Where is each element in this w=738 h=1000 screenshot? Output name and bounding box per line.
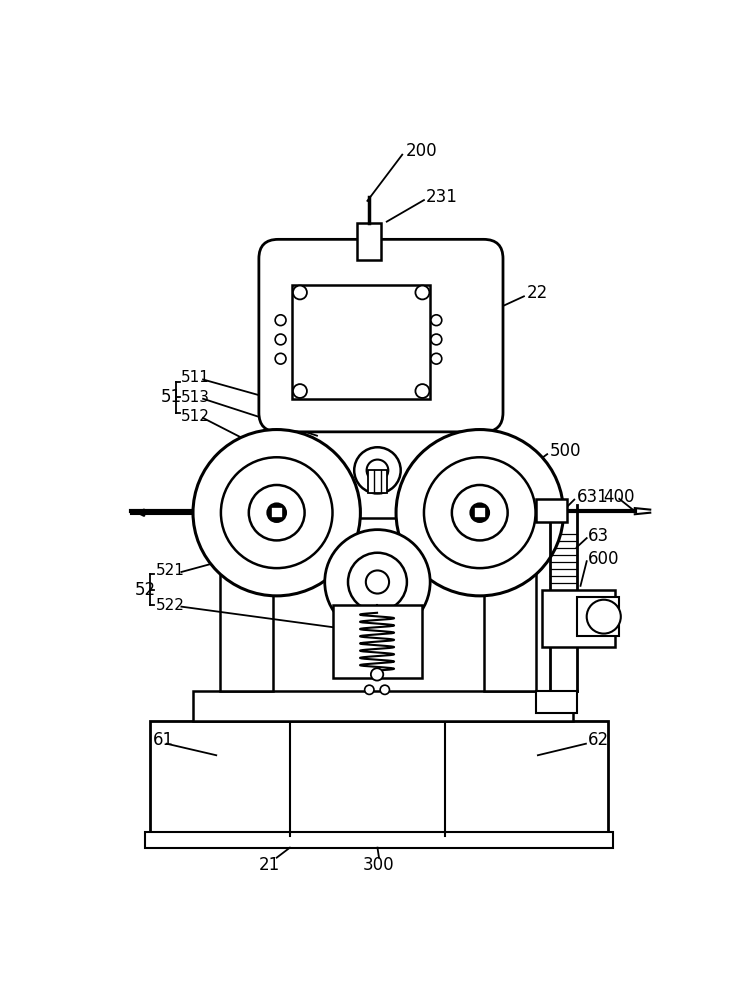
Text: 522: 522	[156, 598, 184, 613]
Circle shape	[380, 685, 390, 694]
Circle shape	[365, 685, 374, 694]
Text: 21: 21	[258, 856, 280, 874]
Circle shape	[221, 457, 333, 568]
Circle shape	[354, 447, 401, 493]
Bar	[537, 691, 576, 713]
Bar	[357, 223, 381, 260]
Bar	[220, 518, 537, 547]
Text: 631: 631	[576, 488, 608, 506]
Circle shape	[275, 334, 286, 345]
Circle shape	[415, 384, 430, 398]
Circle shape	[249, 485, 305, 540]
Circle shape	[275, 353, 286, 364]
Text: 500: 500	[550, 442, 581, 460]
Text: 52: 52	[135, 581, 156, 599]
Text: 61: 61	[153, 731, 174, 749]
Text: 521: 521	[156, 563, 184, 578]
Circle shape	[431, 315, 442, 326]
Bar	[292, 285, 430, 399]
Bar	[145, 832, 613, 848]
FancyBboxPatch shape	[259, 239, 503, 432]
Text: 512: 512	[182, 409, 210, 424]
Text: 62: 62	[588, 731, 610, 749]
Circle shape	[452, 485, 508, 540]
Text: 22: 22	[526, 284, 548, 302]
Circle shape	[431, 334, 442, 345]
Text: 600: 600	[588, 550, 620, 568]
Circle shape	[367, 460, 388, 481]
Bar	[193, 691, 573, 721]
Circle shape	[325, 530, 430, 634]
Text: 200: 200	[406, 142, 438, 160]
Circle shape	[396, 430, 563, 596]
Bar	[542, 590, 615, 647]
Text: 51: 51	[160, 388, 182, 406]
Bar	[537, 499, 568, 522]
Circle shape	[424, 457, 536, 568]
Text: 513: 513	[182, 390, 210, 405]
Circle shape	[267, 503, 286, 522]
Bar	[474, 507, 486, 518]
Circle shape	[431, 353, 442, 364]
Bar	[333, 605, 421, 678]
Circle shape	[366, 570, 389, 594]
Circle shape	[293, 384, 307, 398]
Circle shape	[293, 286, 307, 299]
Bar	[220, 541, 273, 691]
Text: 511: 511	[182, 370, 210, 385]
Circle shape	[193, 430, 360, 596]
Circle shape	[348, 553, 407, 611]
Circle shape	[587, 600, 621, 634]
Circle shape	[275, 315, 286, 326]
Circle shape	[415, 286, 430, 299]
Bar	[368, 470, 387, 493]
Bar	[483, 541, 537, 691]
Text: 400: 400	[604, 488, 635, 506]
Circle shape	[470, 503, 489, 522]
Text: 300: 300	[363, 856, 395, 874]
Text: 63: 63	[588, 527, 610, 545]
Text: 231: 231	[426, 188, 458, 206]
Bar	[151, 721, 607, 836]
Circle shape	[371, 668, 383, 681]
Bar	[271, 507, 283, 518]
Bar	[576, 597, 619, 636]
